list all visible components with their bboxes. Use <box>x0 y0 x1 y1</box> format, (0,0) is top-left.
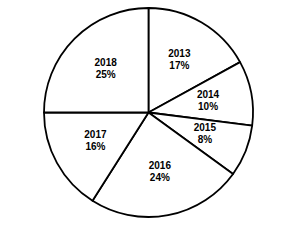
slice <box>44 113 149 201</box>
category-label: 2018 <box>95 57 118 68</box>
category-label: 2013 <box>168 48 191 59</box>
category-label: 2016 <box>149 160 172 171</box>
slices <box>44 8 253 217</box>
slice <box>44 8 149 113</box>
pie: 201317% 201410% 20158% 201624% 201716% 201825… <box>44 8 253 217</box>
data-label: 16% <box>85 141 105 152</box>
data-label: 24% <box>150 172 170 183</box>
slice-labels: 201317% 201410% 20158% 201624% 201716% 201825… <box>84 48 219 183</box>
category-label: 2014 <box>197 89 220 100</box>
data-label: 10% <box>198 101 218 112</box>
chart: 201317% 201410% 20158% 201624% 201716% 201825… <box>0 0 297 225</box>
data-label: 25% <box>96 69 116 80</box>
category-label: 2015 <box>194 122 217 133</box>
category-label: 2017 <box>84 129 107 140</box>
data-label: 8% <box>198 134 213 145</box>
data-label: 17% <box>169 60 189 71</box>
